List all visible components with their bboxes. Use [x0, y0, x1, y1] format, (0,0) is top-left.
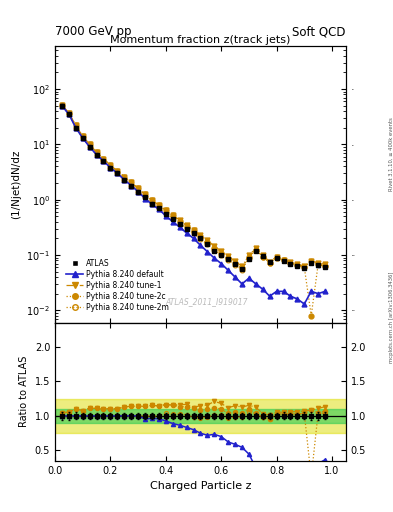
Legend: ATLAS, Pythia 8.240 default, Pythia 8.240 tune-1, Pythia 8.240 tune-2c, Pythia 8: ATLAS, Pythia 8.240 default, Pythia 8.24… — [65, 258, 171, 313]
Bar — [55, 409, 346, 423]
X-axis label: Charged Particle z: Charged Particle z — [150, 481, 251, 491]
Title: Momentum fraction z(track jets): Momentum fraction z(track jets) — [110, 35, 290, 45]
Text: 7000 GeV pp: 7000 GeV pp — [55, 26, 132, 38]
Text: Rivet 3.1.10, ≥ 400k events: Rivet 3.1.10, ≥ 400k events — [389, 117, 393, 190]
Bar — [55, 398, 346, 433]
Y-axis label: (1/Njet)dN/dz: (1/Njet)dN/dz — [11, 150, 21, 219]
Y-axis label: Ratio to ATLAS: Ratio to ATLAS — [19, 356, 29, 428]
Text: Soft QCD: Soft QCD — [292, 26, 346, 38]
Text: ATLAS_2011_I919017: ATLAS_2011_I919017 — [165, 297, 248, 306]
Text: mcplots.cern.ch [arXiv:1306.3436]: mcplots.cern.ch [arXiv:1306.3436] — [389, 272, 393, 363]
